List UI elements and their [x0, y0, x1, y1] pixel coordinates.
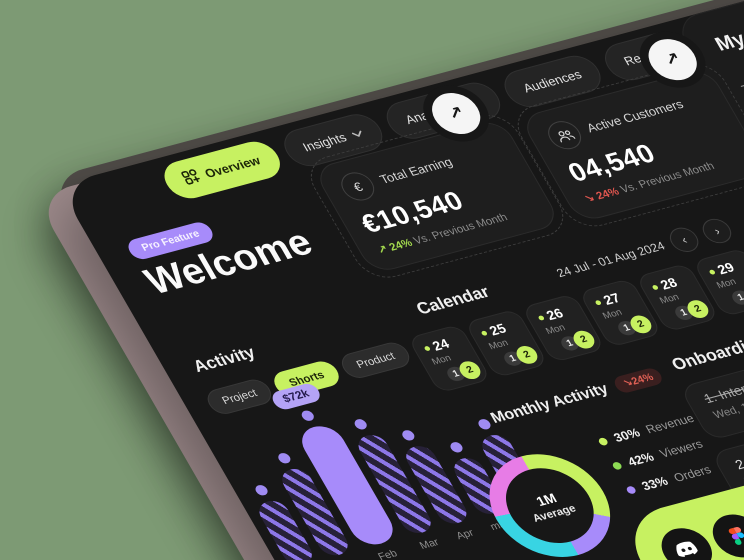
day-number: 27	[600, 290, 623, 308]
arrow-up-right-icon: ↗	[660, 48, 685, 70]
discord-icon[interactable]	[652, 523, 721, 560]
donut-center-label: 1M Average	[490, 459, 610, 552]
legend-dot	[611, 461, 624, 471]
dashboard-panel: Overview Insights Analytics 6 Audiences …	[58, 0, 744, 560]
customers-label: Active Customers	[584, 97, 687, 136]
legend-percent: 42%	[625, 449, 657, 470]
legend-percent: 33%	[639, 474, 671, 494]
top-nav: Overview Insights Analytics 6 Audiences …	[156, 28, 696, 203]
chevron-down-icon	[349, 126, 366, 141]
nav-label-overview: Overview	[202, 153, 264, 181]
event-dot	[594, 299, 602, 306]
event-dot	[651, 284, 659, 291]
legend-dot	[597, 437, 610, 447]
meetings-title: My Meetings	[711, 4, 744, 56]
legend-label: Orders	[671, 462, 714, 485]
monthly-activity-title: Monthly Activity	[487, 380, 612, 427]
event-dot	[537, 315, 546, 321]
calendar-next-button[interactable]: ›	[697, 215, 737, 247]
category-icon	[180, 168, 204, 188]
calendar-prev-button[interactable]: ‹	[664, 224, 704, 255]
legend-percent: 30%	[611, 425, 643, 445]
figma-icon[interactable]	[703, 509, 744, 560]
event-dot	[708, 269, 716, 276]
day-number: 29	[714, 259, 737, 278]
activity-title: Activity	[189, 342, 259, 376]
legend-label: Revenue	[643, 411, 697, 437]
count-badge-1: 1	[729, 288, 744, 307]
bar-cap-dot	[299, 409, 316, 423]
nav-item-overview[interactable]: Overview	[156, 137, 288, 203]
day-number: 28	[657, 275, 680, 293]
legend-label: Viewers	[657, 436, 706, 461]
bar-cap-dot	[399, 429, 417, 442]
app-dock	[617, 405, 744, 560]
event-dot	[480, 330, 489, 337]
bar-cap-dot	[475, 418, 493, 431]
earning-icon: €	[335, 169, 381, 204]
calendar-title: Calendar	[412, 282, 493, 319]
nav-label-insights: Insights	[300, 130, 350, 155]
nav-label-audiences: Audiences	[520, 67, 585, 96]
legend-dot	[625, 485, 638, 495]
day-number: 26	[543, 305, 566, 323]
bar-cap-dot	[352, 418, 369, 431]
monthly-activity-header: Monthly Activity ↘24%	[487, 366, 666, 427]
arrow-up-right-icon: ↗	[444, 102, 468, 124]
users-icon	[542, 117, 587, 153]
bar-cap-dot	[275, 452, 293, 465]
nav-item-insights[interactable]: Insights	[276, 109, 390, 171]
event-dot	[423, 345, 432, 352]
bar-cap-dot	[447, 441, 465, 454]
bar-cap-dot	[252, 483, 270, 497]
earning-label: Total Earning	[377, 155, 456, 187]
active-customers-card: Active Customers 04,540 ↘ 24% Vs. Previo…	[518, 66, 744, 224]
monthly-trend-badge: ↘24%	[611, 366, 666, 395]
onboarding-title: Onboarding Task	[668, 321, 744, 374]
day-number: 24	[429, 336, 453, 354]
day-number: 25	[486, 320, 509, 339]
